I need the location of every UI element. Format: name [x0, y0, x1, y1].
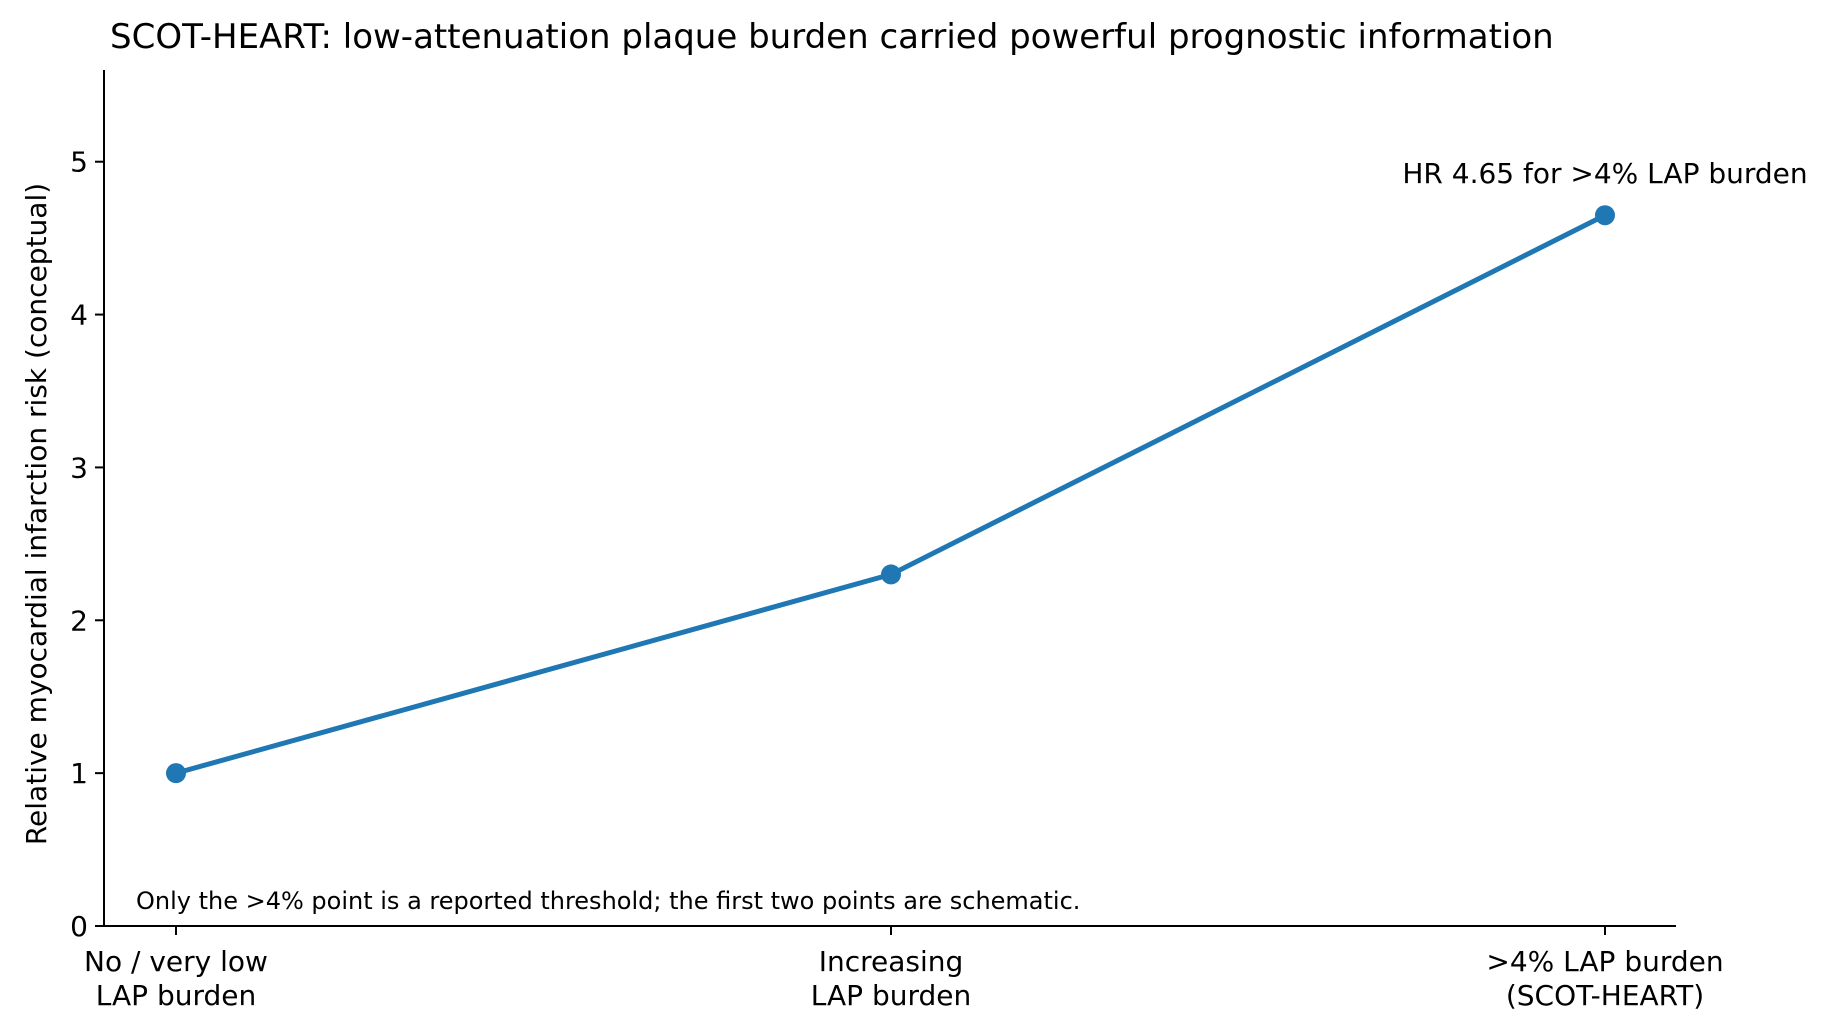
- x-tick-label: No / very low: [84, 945, 268, 978]
- x-tick-label: LAP burden: [811, 979, 971, 1012]
- chart-note: Only the >4% point is a reported thresho…: [136, 887, 1080, 915]
- y-tick-label: 1: [70, 757, 88, 790]
- x-tick-label: (SCOT-HEART): [1506, 979, 1704, 1012]
- x-tick-label: >4% LAP burden: [1486, 945, 1723, 978]
- chart-title: SCOT-HEART: low-attenuation plaque burde…: [110, 17, 1554, 57]
- y-tick-label: 2: [70, 604, 88, 637]
- x-tick-label: Increasing: [819, 945, 964, 978]
- data-point: [1595, 205, 1615, 226]
- y-tick-label: 5: [70, 146, 88, 179]
- data-point: [881, 564, 901, 585]
- y-ticks: 0 1 2 3 4 5: [70, 146, 104, 943]
- y-tick-label: 0: [70, 910, 88, 943]
- series-points: [166, 205, 1615, 784]
- hr-annotation: HR 4.65 for >4% LAP burden: [1402, 157, 1807, 190]
- x-tick-label: LAP burden: [96, 979, 256, 1012]
- data-point: [166, 763, 186, 784]
- y-tick-label: 4: [70, 299, 88, 332]
- y-tick-label: 3: [70, 451, 88, 484]
- y-axis-label: Relative myocardial infarction risk (con…: [20, 183, 53, 845]
- series-line: [173, 212, 1608, 776]
